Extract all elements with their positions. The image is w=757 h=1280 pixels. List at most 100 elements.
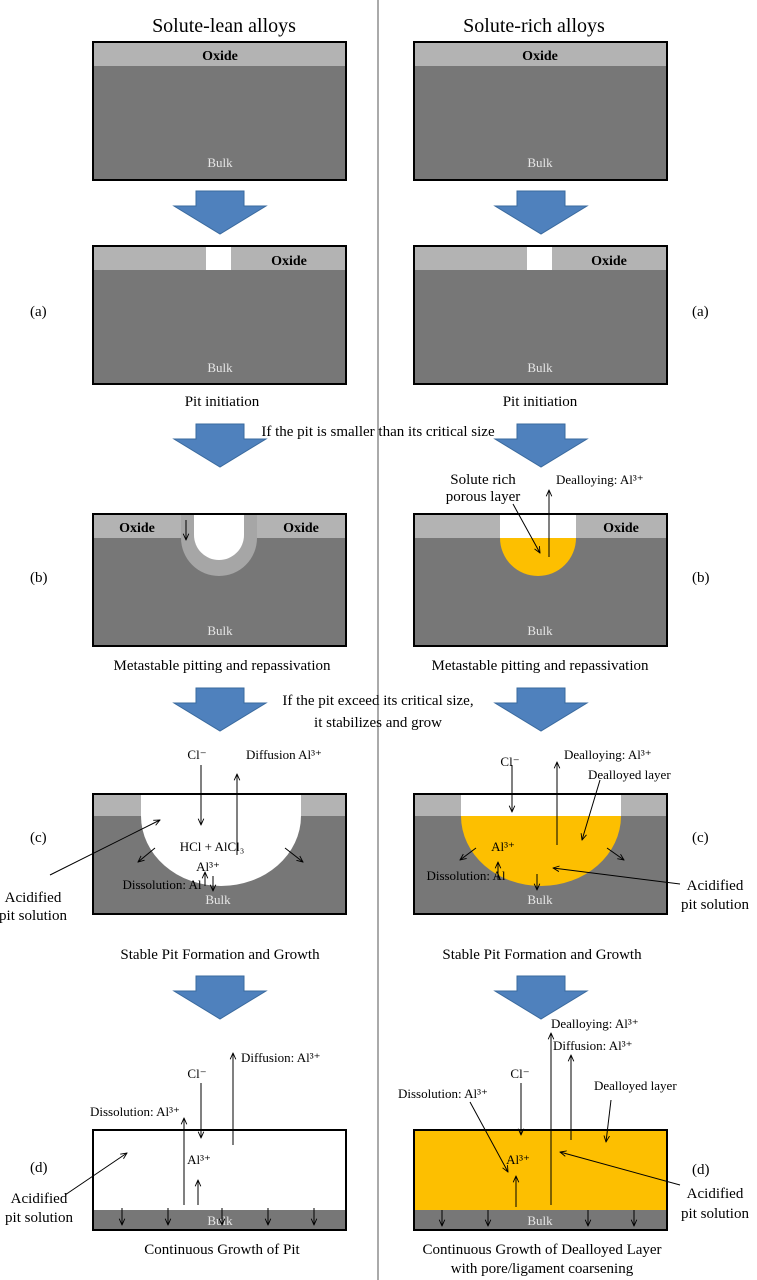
oxide-label: Oxide (271, 254, 307, 269)
caption-c-right: Stable Pit Formation and Growth (442, 947, 642, 963)
acidified-label-c-right-1: Acidified (687, 878, 744, 894)
diffusion-label-c: Diffusion Al³⁺ (246, 747, 322, 762)
caption-c-left: Stable Pit Formation and Growth (120, 947, 320, 963)
bulk-label: Bulk (527, 1213, 553, 1228)
caption-d-right-2: with pore/ligament coarsening (451, 1261, 634, 1277)
transition-arrow (172, 687, 268, 732)
growth-arrow (138, 847, 156, 862)
acidified-label-d-right-2: pit solution (681, 1206, 749, 1222)
header-right: Solute-rich alloys (463, 15, 605, 37)
caption-a-left: Pit initiation (185, 394, 260, 410)
oxide-label: Oxide (591, 254, 627, 269)
transition-arrow (172, 190, 268, 235)
stage-label-b-left: (b) (30, 570, 48, 586)
bulk-label: Bulk (207, 360, 233, 375)
dealloyed-layer-pointer (606, 1099, 612, 1142)
acidified-label-c-left-1: Acidified (5, 890, 62, 906)
stage-label-a-right: (a) (692, 304, 709, 320)
oxide-label: Oxide (119, 521, 155, 536)
transition-arrow (493, 975, 589, 1020)
stage-label-d-left: (d) (30, 1160, 48, 1176)
transition-exceed-text-2: it stabilizes and grow (314, 715, 442, 731)
bulk-label: Bulk (527, 892, 553, 907)
caption-b-left: Metastable pitting and repassivation (113, 658, 331, 674)
solute-rich-label-1: Solute rich (450, 472, 516, 488)
caption-a-right: Pit initiation (503, 394, 578, 410)
panel-d-left: Bulk Al³⁺ (64, 1053, 347, 1231)
caption-d-right-1: Continuous Growth of Dealloyed Layer (422, 1242, 661, 1258)
panel-initial-right: Oxide Bulk (413, 41, 668, 181)
dissolution-label: Dissolution: Al (426, 868, 505, 883)
dealloyed-layer-label-c: Dealloyed layer (588, 767, 671, 782)
acidified-pointer (64, 1153, 127, 1196)
panel-b-left: Oxide Oxide Bulk (92, 513, 347, 647)
acidified-label-d-left-1: Acidified (11, 1191, 68, 1207)
stage-label-a-left: (a) (30, 304, 47, 320)
diffusion-label-d-left: Diffusion: Al³⁺ (241, 1050, 321, 1065)
oxide-label: Oxide (603, 521, 639, 536)
stage-label-d-right: (d) (692, 1162, 710, 1178)
panel-d-right: Bulk Al³⁺ (413, 1033, 681, 1231)
bulk-label: Bulk (207, 623, 233, 638)
diffusion-label-d-right: Diffusion: Al³⁺ (553, 1038, 633, 1053)
panel-c-left: Bulk HCl + AlCl₃ Al³⁺ Dissolution: Al (49, 765, 347, 915)
bulk-label: Bulk (207, 1213, 233, 1228)
transition-arrow (493, 687, 589, 732)
dealloying-label-b: Dealloying: Al³⁺ (556, 472, 644, 487)
transition-arrow (172, 423, 268, 468)
oxide-label: Oxide (283, 521, 319, 536)
panel-initial-left: Oxide Bulk (92, 41, 347, 181)
growth-arrow (284, 847, 303, 862)
al3-label: Al³⁺ (491, 839, 515, 854)
cl-label-c-right: Cl⁻ (500, 754, 519, 769)
acidified-label-d-right-1: Acidified (687, 1186, 744, 1202)
bulk-label: Bulk (527, 623, 553, 638)
acidified-pointer (560, 1152, 681, 1186)
caption-b-right: Metastable pitting and repassivation (431, 658, 649, 674)
acidified-label-d-left-2: pit solution (5, 1210, 73, 1226)
acidified-label-c-left-2: pit solution (0, 908, 67, 924)
hcl-label: HCl + AlCl₃ (180, 839, 245, 854)
al3-label: Al³⁺ (187, 1152, 211, 1167)
bulk-label: Bulk (205, 892, 231, 907)
dealloying-label-d: Dealloying: Al³⁺ (551, 1016, 639, 1031)
dissolution-label-d-right: Dissolution: Al³⁺ (398, 1086, 488, 1101)
transition-arrow (493, 423, 589, 468)
bulk-label: Bulk (527, 360, 553, 375)
stage-label-c-right: (c) (692, 830, 709, 846)
cl-label-c-left: Cl⁻ (187, 747, 206, 762)
dissolution-label-d-left: Dissolution: Al³⁺ (90, 1104, 180, 1119)
porous-layer-pointer (512, 503, 540, 553)
oxide-label: Oxide (202, 49, 238, 64)
dissolution-pointer (469, 1101, 508, 1172)
growth-arrow (460, 847, 477, 860)
acidified-pointer (553, 868, 681, 885)
transition-arrow (493, 190, 589, 235)
transition-small-text: If the pit is smaller than its critical … (261, 424, 495, 440)
panel-a-left: Oxide Bulk (92, 245, 347, 385)
growth-arrow (606, 847, 624, 860)
transition-exceed-text-1: If the pit exceed its critical size, (282, 693, 473, 709)
caption-d-left: Continuous Growth of Pit (144, 1242, 300, 1258)
bulk-label: Bulk (207, 155, 233, 170)
cl-label-d-right: Cl⁻ (510, 1066, 529, 1081)
panel-a-right: Oxide Bulk (413, 245, 668, 385)
bulk-label: Bulk (527, 155, 553, 170)
stage-label-b-right: (b) (692, 570, 710, 586)
cl-label-d-left: Cl⁻ (187, 1066, 206, 1081)
dealloyed-layer-pointer (582, 779, 601, 840)
dissolution-label: Dissolution: Al (122, 877, 201, 892)
oxide-label: Oxide (522, 49, 558, 64)
header-left: Solute-lean alloys (152, 15, 296, 37)
panel-b-right: Oxide Bulk (413, 490, 668, 647)
al3-label: Al³⁺ (506, 1152, 530, 1167)
al3-label: Al³⁺ (196, 859, 220, 874)
solute-rich-label-2: porous layer (446, 489, 521, 505)
dealloyed-layer-label-d: Dealloyed layer (594, 1078, 677, 1093)
acidified-pointer (49, 820, 160, 876)
stage-label-c-left: (c) (30, 830, 47, 846)
acidified-label-c-right-2: pit solution (681, 897, 749, 913)
dealloying-label-c: Dealloying: Al³⁺ (564, 747, 652, 762)
transition-arrow (172, 975, 268, 1020)
